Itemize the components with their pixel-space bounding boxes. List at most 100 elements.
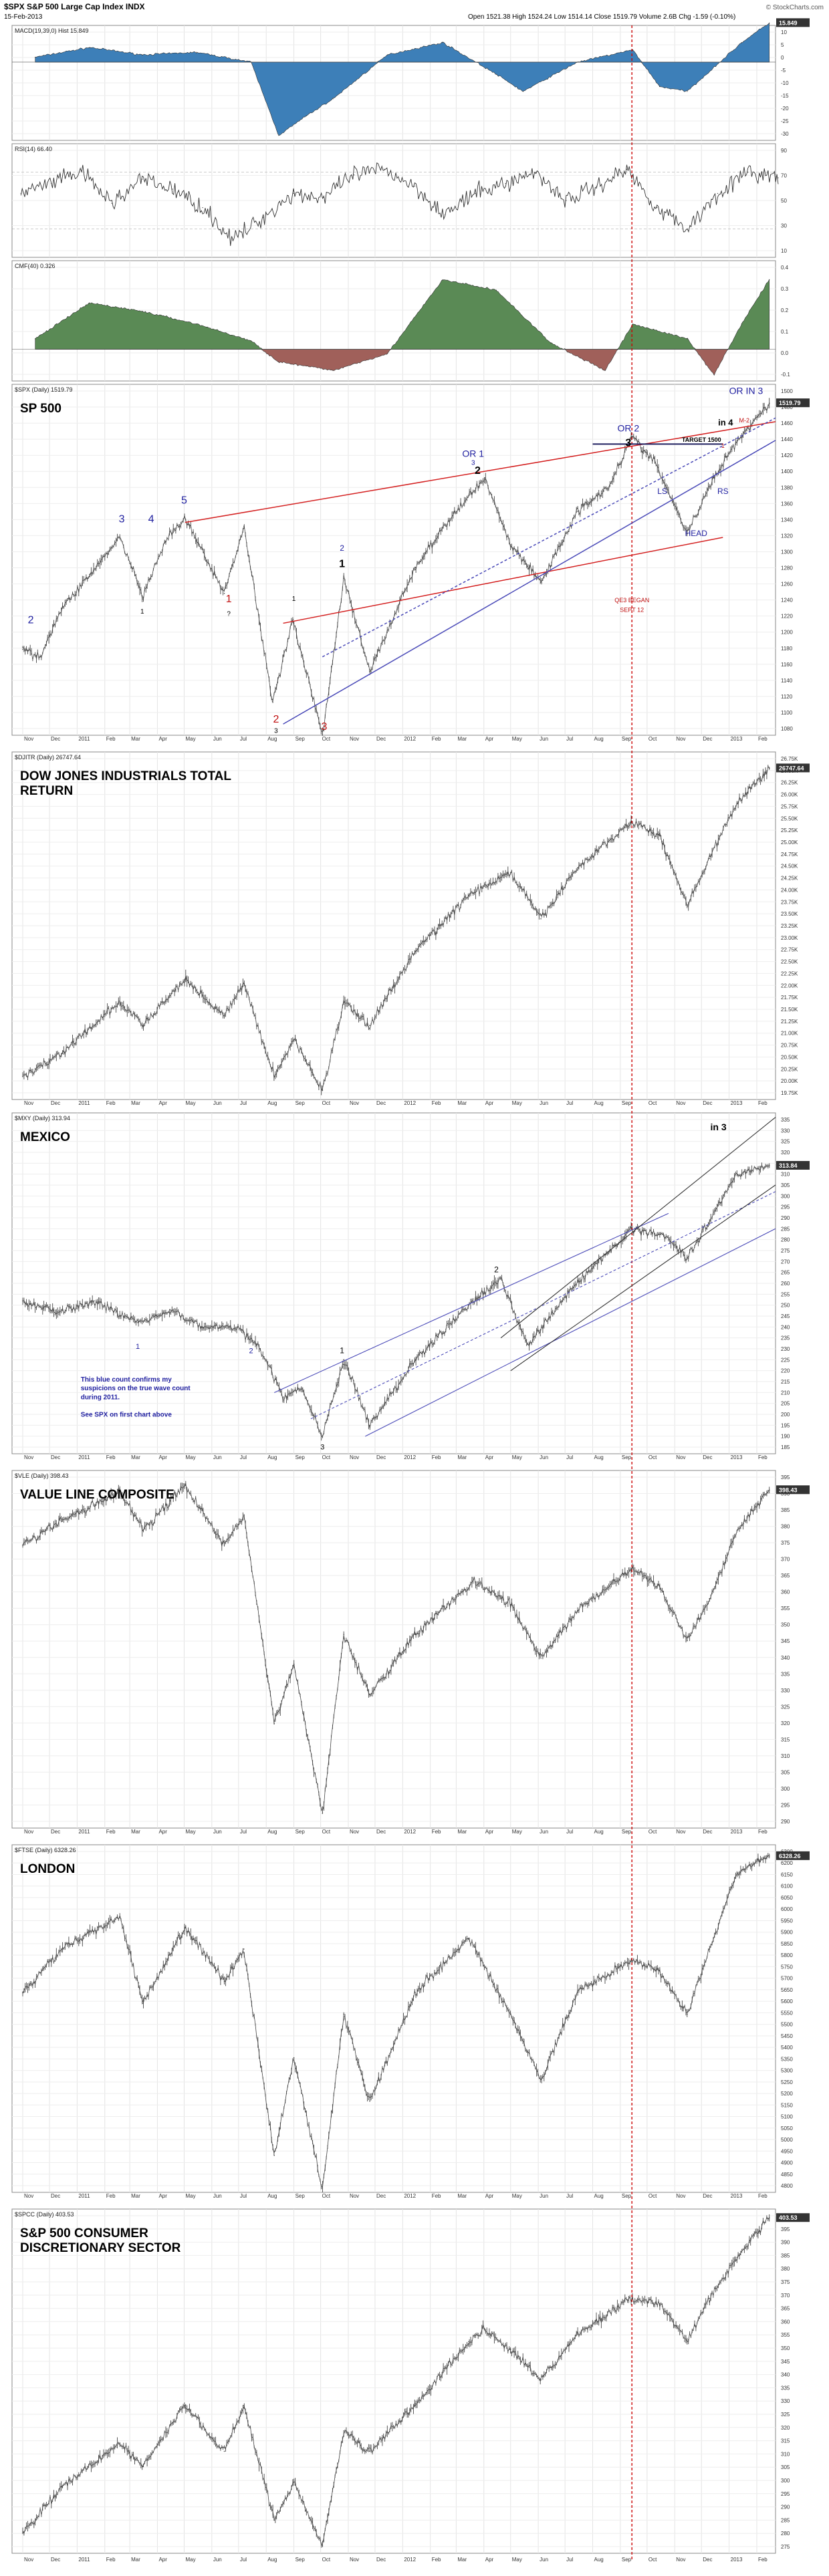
price-point: [463, 1309, 465, 1311]
y-tick-label: 315: [781, 2438, 790, 2444]
price-point: [142, 596, 144, 598]
x-tick-label: Feb: [432, 1829, 441, 1835]
mexico-note-line1: This blue count confirms my: [81, 1376, 172, 1384]
price-point: [736, 802, 738, 804]
x-tick-label: Sep: [295, 1829, 306, 1835]
price-point: [142, 1529, 144, 1531]
y-tick-label: 30: [781, 223, 787, 229]
x-axis-london: Nov Dec 2011 Feb Mar Apr May Jun Jul Aug Sep Oct Nov…: [24, 2193, 767, 2199]
y-tick-label: 25.00K: [781, 840, 798, 846]
y-tick-label: 0: [781, 55, 784, 61]
y-tick-label: 5350: [781, 2056, 793, 2062]
x-tick-label: Apr: [158, 736, 167, 742]
x-tick-label: Dec: [51, 2557, 60, 2563]
price-point: [709, 2297, 711, 2299]
price-point: [414, 566, 416, 568]
y-tick-label: 6150: [781, 1872, 793, 1878]
y-tick-label: 5000: [781, 2137, 793, 2143]
y-tick-label: 5400: [781, 2045, 793, 2051]
price-point: [322, 1436, 324, 1437]
y-tick-label: 1400: [781, 469, 793, 475]
x-tick-label: Jul: [566, 1100, 573, 1106]
price-point: [468, 2341, 469, 2343]
price-point: [577, 1992, 578, 1993]
y-tick-label: 21.00K: [781, 1031, 798, 1037]
x-tick-label: Feb: [758, 2557, 767, 2563]
x-tick-label: Feb: [758, 1454, 767, 1460]
x-tick-label: Aug: [594, 1829, 604, 1835]
price-point: [414, 1992, 416, 1993]
y-tick-label: 230: [781, 1346, 790, 1352]
x-tick-label: Oct: [648, 1100, 657, 1106]
y-tick-label: 345: [781, 2359, 790, 2365]
y-tick-label: 1260: [781, 582, 793, 588]
y-tick-label: 345: [781, 1638, 790, 1644]
x-tick-label: Nov: [350, 2557, 359, 2563]
x-tick-label: Jul: [566, 736, 573, 742]
spx-annot-wave_1_black: 1: [339, 559, 345, 570]
last-value-label: 26747.64: [779, 765, 804, 771]
price-point: [659, 2303, 661, 2304]
x-tick-label: Nov: [24, 1829, 33, 1835]
y-tick-label: 350: [781, 2345, 790, 2351]
panel-djitr: 26.75K26.50K26.25K26.00K25.75K25.50K25.2…: [11, 751, 810, 1100]
price-point: [39, 656, 41, 658]
y-tick-label: 23.50K: [781, 911, 798, 917]
y-tick-label: 290: [781, 2504, 790, 2510]
area-point: [632, 49, 634, 51]
x-tick-label: Oct: [322, 736, 331, 742]
price-point: [577, 511, 578, 512]
header-date: 15-Feb-2013: [4, 13, 43, 21]
x-tick-label: Dec: [51, 1454, 60, 1460]
price-point: [687, 904, 688, 906]
x-tick-label: 2012: [404, 2193, 416, 2199]
mexico-annotations: 1 2 1 3 2 in 3 This blue count confirms mysusp…: [81, 1117, 776, 1451]
mexico-note-line4: See SPX on first chart above: [81, 1411, 172, 1418]
price-point: [500, 1278, 501, 1280]
price-point: [768, 1855, 770, 1857]
y-tick-label: 25.75K: [781, 803, 798, 809]
price-point: [687, 2013, 688, 2015]
last-value-box: [776, 1851, 810, 1860]
y-tick-label: 1220: [781, 614, 793, 620]
x-tick-label: Jun: [213, 2193, 222, 2199]
price-point: [61, 1520, 63, 1522]
spx-annot-wave_3_red: 3: [321, 721, 327, 733]
y-tick-label: 6000: [781, 1906, 793, 1912]
x-tick-label: Sep: [295, 1100, 306, 1106]
y-tick-label: 21.50K: [781, 1007, 798, 1013]
panel-djitr-legend: $DJITR (Daily) 26747.64: [15, 754, 81, 761]
spx-annot-wave_1_red: 1: [226, 594, 232, 605]
price-point: [659, 1586, 661, 1587]
y-tick-label: -5: [781, 68, 786, 74]
price-point: [271, 700, 273, 702]
x-tick-label: Feb: [758, 1829, 767, 1835]
panel-consumer-frame: [11, 2208, 776, 2554]
panel-london-frame: [11, 1844, 776, 2193]
price-line: [22, 765, 770, 1091]
y-tick-label: 23.25K: [781, 923, 798, 929]
y-tick-label: 185: [781, 1444, 790, 1450]
price-point: [484, 477, 485, 479]
y-tick-label: 23.00K: [781, 935, 798, 941]
spx-annot-qe3_line1: QE3 BEGAN: [614, 597, 649, 604]
x-tick-label: Jul: [240, 736, 247, 742]
y-tick-label: 335: [781, 1671, 790, 1677]
x-tick-label: May: [512, 736, 522, 742]
valueline-title: VALUE LINE COMPOSITE: [20, 1488, 174, 1502]
y-tick-label: 0.2: [781, 307, 789, 313]
y-tick-label: 1460: [781, 420, 793, 426]
y-tick-label: 4900: [781, 2160, 793, 2166]
y-tick-label: 300: [781, 1193, 790, 1199]
price-point: [768, 1165, 770, 1166]
y-tick-label: 1300: [781, 549, 793, 555]
y-tick-label: 205: [781, 1401, 790, 1407]
x-tick-label: Jul: [240, 1100, 247, 1106]
x-tick-label: Feb: [106, 2193, 116, 2199]
y-tick-label: 1120: [781, 694, 793, 700]
y-tick-label: 290: [781, 1215, 790, 1221]
last-value-label: 398.43: [779, 1487, 798, 1493]
x-tick-label: May: [185, 1454, 195, 1460]
y-tick-label: 24.50K: [781, 864, 798, 870]
y-tick-label: 24.00K: [781, 887, 798, 893]
